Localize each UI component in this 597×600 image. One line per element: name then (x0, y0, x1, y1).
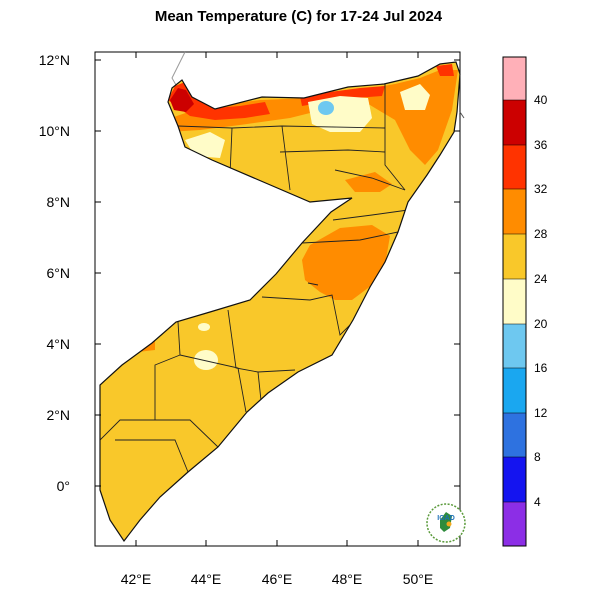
colorbar: 40 36 32 28 24 20 16 12 8 4 (502, 56, 548, 547)
colorbar-dividers (503, 99, 526, 503)
map-title: Mean Temperature (C) for 17-24 Jul 2024 (154, 8, 443, 25)
colorbar-label-24: 24 (534, 272, 548, 286)
colorbar-cell-8-12 (503, 413, 526, 457)
colorbar-label-36: 36 (534, 138, 548, 152)
zone-20-24-east (400, 84, 430, 110)
colorbar-frame (502, 56, 527, 547)
lat-labels: 12°N 10°N 8°N 6°N 4°N 2°N 0° (39, 52, 70, 494)
lat-label-10n: 10°N (39, 123, 70, 139)
colorbar-label-12: 12 (534, 406, 548, 420)
country-outline (99, 61, 461, 543)
colorbar-cell-32-36 (503, 145, 526, 189)
colorbar-cell-16-20 (503, 324, 526, 368)
lon-label-44e: 44°E (191, 571, 222, 587)
lat-label-6n: 6°N (47, 265, 71, 281)
lon-label-50e: 50°E (403, 571, 434, 587)
lat-label-2n: 2°N (47, 407, 71, 423)
zone-28-32-central (302, 225, 390, 300)
igad-logo-text: IGAD (437, 515, 455, 522)
zone-20-24-south (194, 350, 218, 370)
lon-labels: 42°E 44°E 46°E 48°E 50°E (121, 571, 434, 587)
admin-boundaries (100, 84, 409, 473)
lon-label-48e: 48°E (332, 571, 363, 587)
colorbar-label-16: 16 (534, 361, 548, 375)
colorbar-cell-24-28 (503, 234, 526, 279)
colorbar-cell-12-16 (503, 368, 526, 413)
lon-tick-marks (135, 52, 419, 546)
zone-16-20 (318, 101, 334, 115)
zone-28-32-east (345, 172, 392, 192)
colorbar-cell-36-40 (503, 100, 526, 145)
lat-label-4n: 4°N (47, 336, 71, 352)
lon-label-42e: 42°E (121, 571, 152, 587)
lat-tick-marks (95, 59, 460, 487)
lat-label-12n: 12°N (39, 52, 70, 68)
zone-20-24-spot (198, 323, 210, 331)
colorbar-label-40: 40 (534, 93, 548, 107)
zone-36-40 (170, 88, 194, 112)
colorbar-label-20: 20 (534, 317, 548, 331)
coastline-tip (459, 111, 465, 119)
colorbar-label-28: 28 (534, 227, 548, 241)
lon-label-46e: 46°E (262, 571, 293, 587)
lat-label-0: 0° (57, 478, 70, 494)
colorbar-cell-below-4 (503, 502, 526, 546)
colorbar-label-8: 8 (534, 450, 541, 464)
colorbar-cell-28-32 (503, 189, 526, 234)
zone-32-36-tip (436, 64, 454, 76)
africa-map-icon (440, 512, 452, 532)
colorbar-label-32: 32 (534, 182, 548, 196)
colorbar-cell-20-24 (503, 279, 526, 324)
colorbar-cell-4-8 (503, 457, 526, 502)
lat-label-8n: 8°N (47, 194, 71, 210)
igad-logo: IGAD (426, 503, 466, 543)
region-dot-icon (446, 521, 452, 527)
colorbar-cell-above-40 (503, 57, 526, 100)
colorbar-label-4: 4 (534, 495, 541, 509)
zone-32-36-northwest (168, 82, 270, 120)
